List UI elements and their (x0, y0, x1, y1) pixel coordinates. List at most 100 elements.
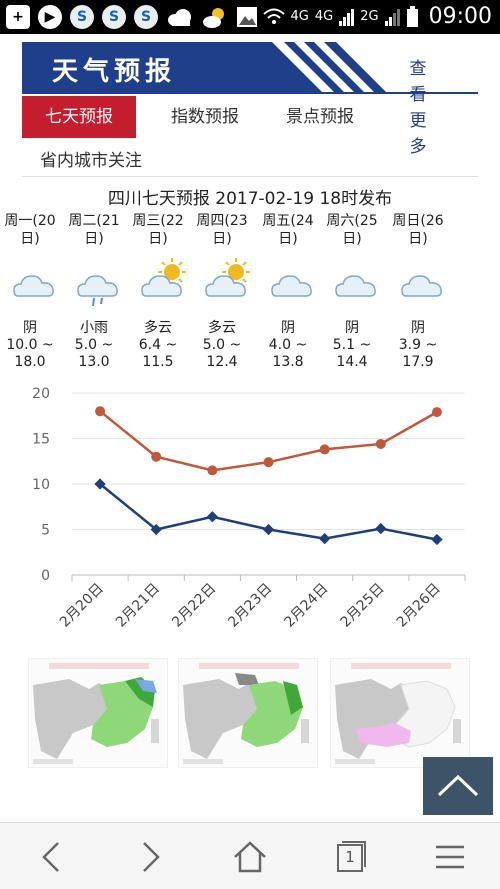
high-temp-point (431, 407, 442, 418)
low-temp-point (375, 522, 387, 535)
weather-info: 小雨 5.0 ~ 13.0 (65, 320, 123, 371)
low-temp-point (262, 523, 275, 536)
high-temp-point (151, 451, 162, 462)
cloud-icon (13, 275, 54, 297)
menu-icon[interactable] (430, 837, 470, 877)
tab-count: 1 (345, 848, 355, 866)
cloud-icon (168, 9, 191, 26)
forecast-map-3[interactable] (330, 658, 470, 768)
temperature-range: 6.4 ~ 11.5 (138, 337, 178, 370)
s-app-icon: S (134, 5, 158, 29)
forecast-map-2[interactable] (178, 658, 318, 768)
day-label: 周五(24日) (262, 213, 314, 247)
temperature-range: 3.9 ~ 17.9 (398, 337, 438, 370)
view-more-link[interactable]: 查 看 更 多 (409, 59, 427, 157)
weather-info: 多云 5.0 ~ 12.4 (193, 320, 251, 371)
day-label: 周三(22日) (132, 213, 184, 247)
high-temp-point (207, 465, 218, 476)
forward-arrow-icon[interactable] (130, 837, 170, 877)
high-temp-point (263, 457, 274, 468)
weather-info: 阴 5.1 ~ 14.4 (323, 320, 381, 371)
day-label: 周一(20日) (4, 213, 56, 247)
y-tick-label: 20 (32, 386, 50, 402)
weather-condition: 多云 (144, 320, 172, 336)
cloud-icon (271, 275, 312, 297)
temperature-chart: 0 5 10 15 20 2月20日 2月21日 2月22日 2月23日 2月24日 2月25日 2月… (32, 386, 466, 631)
x-tick-label: 2月21日 (113, 581, 163, 631)
high-temp-point (319, 444, 330, 455)
high-temp-point (375, 438, 386, 449)
forecast-map-1[interactable] (28, 658, 168, 768)
weather-condition: 多云 (208, 320, 236, 336)
temperature-range: 5.0 ~ 12.4 (202, 337, 242, 370)
forecast-maps (28, 658, 478, 770)
x-tick-label: 2月25日 (338, 581, 388, 631)
network-4g-label: 4G (314, 9, 334, 24)
s-app-icon: S (70, 5, 94, 29)
day-label: 周日(26日) (392, 213, 444, 247)
weather-info: 多云 6.4 ~ 11.5 (129, 320, 187, 371)
network-4g-label: 4G (290, 9, 309, 24)
image-icon (237, 7, 257, 27)
partly-cloudy-icon (141, 258, 186, 297)
s-app-icon: S (102, 5, 126, 29)
forecast-title: 四川七天预报 2017-02-19 18时发布 (107, 189, 393, 209)
x-tick-label: 2月26日 (394, 581, 444, 631)
y-tick-label: 5 (41, 523, 50, 539)
day-label: 周二(21日) (68, 213, 120, 247)
signal-icon (339, 8, 355, 26)
back-to-top-button[interactable] (423, 757, 493, 815)
banner-underline (22, 92, 478, 94)
weather-info: 阴 4.0 ~ 13.8 (259, 320, 317, 371)
tab-seven-day[interactable]: 七天预报 (22, 96, 136, 138)
weather-condition: 小雨 (80, 320, 108, 336)
banner-stripes (272, 42, 402, 92)
weather-condition: 阴 (281, 320, 295, 336)
x-tick-label: 2月22日 (169, 581, 219, 631)
status-bar: + ▶ S S S 4G 4G 2G 09:00 (0, 0, 500, 34)
high-temp-point (95, 406, 106, 417)
rain-icon (77, 275, 118, 307)
chevron-up-icon (437, 774, 479, 797)
day-label: 周六(25日) (326, 213, 378, 247)
weather-condition: 阴 (345, 320, 359, 336)
y-tick-label: 0 (41, 568, 50, 584)
wifi-icon (262, 8, 285, 24)
network-2g-label: 2G (360, 9, 379, 24)
x-tick-label: 2月20日 (57, 581, 107, 631)
tabs-button[interactable]: 1 (330, 837, 370, 877)
y-tick-label: 10 (32, 477, 50, 493)
weather-info: 阴 10.0 ~ 18.0 (1, 320, 59, 371)
clock: 09:00 (428, 4, 492, 29)
y-tick-label: 15 (32, 432, 50, 448)
temperature-range: 10.0 ~ 18.0 (6, 337, 54, 370)
temperature-range: 4.0 ~ 13.8 (268, 337, 308, 370)
low-temp-point (318, 532, 331, 545)
day-label: 周四(23日) (196, 213, 248, 247)
weather-condition: 阴 (23, 320, 37, 336)
low-temp-point (150, 523, 162, 536)
back-arrow-icon[interactable] (32, 837, 72, 877)
tabs-icon (337, 841, 366, 872)
plus-icon: + (6, 5, 30, 29)
temperature-range: 5.1 ~ 14.4 (332, 337, 372, 370)
weather-info: 阴 3.9 ~ 17.9 (389, 320, 447, 371)
page-title: 天气预报 (52, 57, 177, 87)
home-icon[interactable] (230, 837, 270, 877)
low-temp-point (206, 511, 219, 523)
weather-condition: 阴 (411, 320, 425, 336)
low-temp-point (431, 533, 443, 546)
cloud-icon (401, 275, 442, 297)
partly-cloudy-icon (205, 258, 250, 297)
tab-index[interactable]: 指数预报 (171, 107, 239, 127)
browser-bottom-bar: 1 (0, 822, 500, 889)
battery-icon (406, 5, 418, 27)
x-tick-label: 2月23日 (225, 581, 275, 631)
x-tick-label: 2月24日 (281, 581, 331, 631)
tab-province-cities[interactable]: 省内城市关注 (40, 151, 142, 171)
weather-icon (203, 8, 224, 28)
header-banner: 天气预报 (22, 42, 402, 92)
divider (22, 176, 478, 177)
signal-icon (384, 8, 400, 26)
tab-scenic[interactable]: 景点预报 (286, 107, 354, 127)
